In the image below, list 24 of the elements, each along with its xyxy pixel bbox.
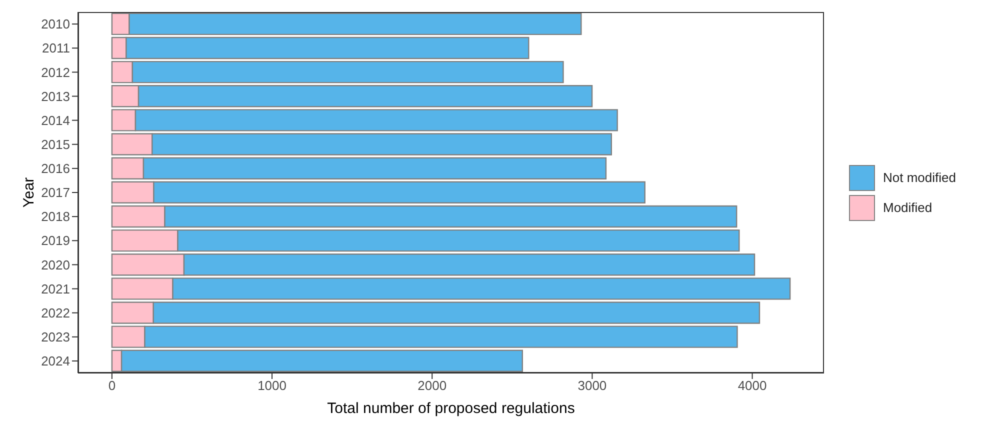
y-tick-label: 2019 [41, 233, 70, 248]
y-tick-label: 2015 [41, 136, 70, 152]
y-tick-label: 2016 [41, 161, 70, 176]
y-tick-label: 2011 [42, 40, 70, 56]
y-tick-label: 2018 [41, 209, 70, 224]
legend-label: Not modified [883, 170, 956, 185]
x-tick-label: 0 [108, 378, 116, 394]
y-tick-label: 2013 [41, 88, 70, 104]
y-tick-label: 2022 [41, 305, 70, 320]
y-tick-label: 2020 [41, 257, 70, 272]
y-tick-label: 2023 [41, 330, 70, 345]
x-tick-label: 3000 [578, 378, 607, 394]
y-tick-label: 2012 [41, 64, 70, 80]
y-tick-label: 2010 [41, 16, 70, 32]
y-tick-label: 2021 [41, 281, 70, 296]
y-tick-label: 2017 [41, 185, 70, 200]
y-tick-label: 2024 [41, 354, 70, 369]
y-tick-label: 2014 [41, 112, 70, 128]
x-tick-label: 1000 [258, 378, 286, 394]
x-tick-label: 4000 [738, 378, 767, 394]
legend-label: Modified [883, 200, 932, 215]
x-tick-label: 2000 [418, 378, 447, 394]
y-axis-title: Year [20, 177, 38, 208]
x-axis-title: Total number of proposed regulations [327, 400, 575, 417]
